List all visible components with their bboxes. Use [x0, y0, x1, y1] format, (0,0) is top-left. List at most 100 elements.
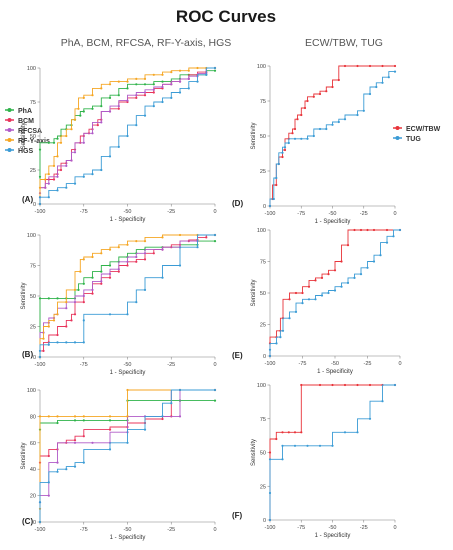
panel-a-point-pha: [135, 83, 138, 86]
panel-b-point-rf-y-axis: [135, 240, 138, 243]
panel-a-point-rf-y-axis: [44, 178, 47, 181]
panel-b-x-tick-label: -100: [34, 362, 45, 368]
panel-b-point-rfcsa: [91, 288, 94, 291]
panel-b-point-hgs: [178, 264, 182, 267]
panel-e-point-tug: [346, 281, 350, 284]
legend-right: ECW/TBW TUG: [393, 126, 441, 143]
panel-f-point-tug: [268, 491, 272, 495]
panel-a-point-rf-y-axis: [70, 128, 73, 131]
panel-b-point-rfcsa: [82, 294, 85, 298]
panel-f-point-ecw-tbw: [300, 431, 303, 434]
panel-b-point-bcm: [82, 301, 85, 304]
panel-a-point-rfcsa: [135, 94, 138, 97]
panel-b-point-rf-y-axis: [56, 313, 59, 316]
panel-b-point-hgs: [47, 343, 50, 346]
panel-d-point-tug: [318, 127, 322, 131]
panel-d-point-tug: [283, 146, 287, 149]
panel-d-point-tug: [381, 81, 384, 84]
panel-a-y-tick-label: 100: [27, 66, 36, 72]
panel-f-point-ecw-tbw: [318, 383, 322, 387]
panel-a-point-rfcsa: [70, 159, 73, 162]
panel-b-point-pha: [38, 297, 42, 300]
panel-d-y-tick-label: 0: [263, 204, 266, 210]
panel-a-point-bcm: [117, 107, 120, 110]
panel-e-point-tug: [333, 289, 337, 292]
panel-a-point-hgs: [38, 196, 42, 199]
panel-b-point-rfcsa: [135, 255, 138, 259]
panel-a-point-hgs: [73, 182, 77, 185]
panel-c-y-axis-title: Sensitivity: [21, 442, 27, 469]
panel-a-point-pha: [91, 107, 94, 110]
panel-b-point-rf-y-axis: [73, 288, 77, 291]
panel-b-point-rf-y-axis: [108, 248, 112, 251]
panel-b-point-rfcsa: [108, 272, 112, 276]
panel-c-x-tick-label: -25: [167, 527, 175, 533]
panel-b-point-bcm: [56, 333, 59, 337]
panel-b-point-rf-y-axis: [100, 252, 103, 255]
panel-b-x-tick-label: -25: [167, 362, 175, 368]
panel-b-point-rfcsa: [65, 307, 68, 310]
panel-e-x-tick-label: -50: [331, 361, 339, 367]
panel-a-point-rf-y-axis: [152, 73, 155, 76]
legend-label-rf-y-axis: RF-Y-axis: [18, 138, 50, 145]
panel-a-point-hgs: [187, 87, 190, 90]
panel-b-point-hgs: [82, 341, 85, 344]
panel-a-point-pha: [79, 114, 82, 117]
panel-a-point-rfcsa: [56, 175, 59, 178]
panel-b-label: (B): [22, 350, 33, 359]
panel-c-point-rf-y-axis: [73, 415, 77, 418]
panel-d-point-tug: [343, 118, 347, 121]
panel-d-point-tug: [312, 134, 315, 138]
panel-a-point-pha: [108, 96, 112, 99]
panel-e-point-tug: [281, 329, 285, 332]
panel-a-point-hgs: [196, 80, 199, 83]
panel-e-point-tug: [385, 241, 389, 244]
panel-a-point-hgs: [56, 189, 59, 192]
panel-f-point-ecw-tbw: [368, 383, 372, 387]
panel-d-point-tug: [268, 204, 272, 208]
panel-f-series-line-ecw-tbw: [269, 384, 395, 520]
panel-d-point-tug: [293, 137, 297, 140]
panel-c-point-hgs: [38, 501, 42, 504]
panel-f-point-tug: [281, 444, 284, 447]
panel-a-point-rf-y-axis: [143, 77, 147, 80]
roc-panels: -100 -75 -50 -25 0 0 25 50 75 100 1 - Specificity S…: [21, 64, 402, 541]
panel-b-point-rf-y-axis: [117, 246, 120, 249]
panel-c-point-pha: [73, 419, 77, 422]
panel-b-point-bcm: [135, 260, 138, 263]
panel-a-point-pha: [213, 69, 217, 72]
panel-d-y-axis-title: Sensitivity: [251, 122, 257, 149]
panel-f-point-ecw-tbw: [293, 431, 297, 434]
panel-e-y-tick-label: 75: [260, 260, 266, 266]
panel-e-x-tick-label: -25: [364, 361, 372, 367]
panel-f-x-tick-label: -100: [264, 525, 275, 531]
panel-a-series-line-rf-y-axis: [39, 67, 215, 204]
panel-a-point-rfcsa: [170, 83, 173, 86]
panel-e-point-ecw-tbw: [359, 228, 363, 232]
panel-d-x-tick-label: -75: [297, 211, 305, 217]
panel-c-point-pha: [108, 419, 112, 422]
panel-f-point-ecw-tbw: [300, 383, 303, 387]
panel-d-point-tug: [300, 137, 303, 140]
panel-b-point-rfcsa: [117, 268, 120, 271]
panel-d-y-tick-label: 75: [260, 99, 266, 105]
panel-c-point-rf-y-axis: [47, 415, 50, 418]
panel-d-point-tug: [272, 197, 275, 201]
panel-b-point-hgs: [73, 341, 77, 344]
panel-f-label: (F): [232, 511, 243, 520]
panel-c-x-tick-label: -100: [34, 527, 45, 533]
panel-f-point-tug: [293, 444, 297, 447]
panel-d-point-ecw-tbw: [393, 64, 397, 68]
panel-e-point-tug: [320, 294, 324, 297]
panel-f-x-tick-label: -75: [297, 525, 305, 531]
panel-b-point-rfcsa: [143, 252, 147, 255]
panel-d-label: (D): [232, 199, 243, 208]
panel-d-point-tug: [277, 162, 280, 166]
panel-e-y-tick-label: 0: [263, 354, 266, 360]
panel-d-point-ecw-tbw: [303, 106, 307, 110]
panel-b-point-rf-y-axis: [126, 243, 129, 246]
panel-a-point-rf-y-axis: [38, 186, 42, 189]
panel-d-point-ecw-tbw: [343, 64, 347, 68]
panel-c-point-bcm: [47, 454, 50, 458]
panel-c-point-hgs: [161, 415, 164, 418]
